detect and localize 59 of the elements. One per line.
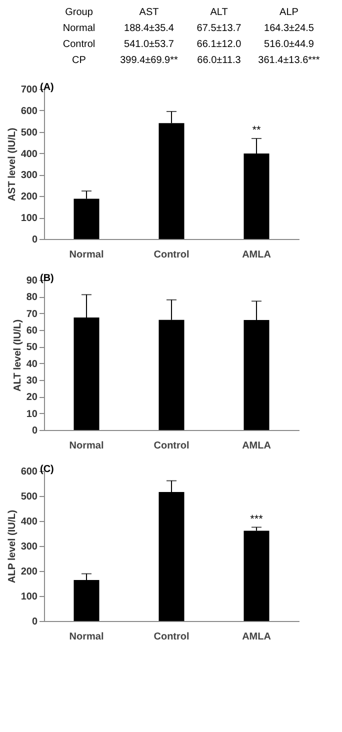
x-tick-label: Control	[154, 440, 190, 452]
y-tick-label: 10	[26, 408, 38, 420]
text: 399.4±69.9**	[120, 55, 178, 66]
x-tick-label: Normal	[69, 632, 104, 642]
y-tick-label: 60	[26, 326, 38, 336]
category-label: Group	[65, 7, 94, 18]
y-axis-title: ALP level (IU/L)	[6, 510, 18, 584]
y-tick-label: 400	[20, 148, 38, 160]
y-axis-title: AST level (IU/L)	[6, 128, 18, 202]
category-label: ALP	[280, 7, 299, 18]
y-tick-label: 50	[26, 342, 38, 354]
y-tick-label: 300	[20, 170, 38, 182]
y-tick-label: 100	[20, 592, 38, 602]
y-tick-label: 0	[32, 234, 38, 246]
y-tick-label: 20	[26, 392, 38, 404]
y-tick-label: 300	[20, 542, 38, 552]
category-label: AST	[139, 7, 159, 18]
chart-title: (C)	[40, 464, 54, 475]
text: 66.0±11.3	[197, 55, 242, 66]
text: Normal	[62, 23, 96, 34]
text: 164.3±24.5	[264, 23, 314, 34]
text: 541.0±53.7	[124, 39, 174, 50]
text: 516.0±44.9	[264, 39, 314, 50]
y-tick-label: 700	[20, 84, 38, 96]
y-tick-label: 200	[20, 566, 38, 578]
x-tick-label: Normal	[69, 250, 104, 260]
y-tick-label: 500	[20, 492, 38, 502]
text: 67.5±13.7	[196, 23, 242, 34]
y-tick-label: 0	[32, 426, 38, 436]
bar	[244, 530, 270, 621]
y-tick-label: 90	[26, 276, 38, 286]
annotation: **	[252, 124, 262, 136]
x-tick-label: AMLA	[242, 632, 271, 642]
category-label: ALT	[210, 7, 228, 18]
x-tick-label: AMLA	[242, 440, 271, 452]
chart-title: (B)	[40, 273, 54, 284]
text: 361.4±13.6***	[258, 55, 320, 66]
y-tick-label: 40	[26, 358, 38, 370]
y-tick-label: 600	[20, 466, 38, 478]
x-tick-label: Control	[154, 250, 190, 260]
x-tick-label: Control	[154, 632, 190, 642]
annotation: ***	[250, 513, 264, 526]
y-axis-title: ALT level (IU/L)	[12, 319, 24, 392]
text: 188.4±35.4	[124, 23, 174, 34]
y-tick-label: 80	[26, 292, 38, 304]
y-tick-label: 400	[20, 516, 38, 528]
y-tick-label: 30	[26, 376, 38, 386]
text: CP	[72, 55, 86, 66]
y-tick-label: 0	[32, 616, 38, 628]
y-tick-label: 100	[20, 213, 38, 224]
chart-title: (A)	[40, 82, 54, 93]
text: 66.1±12.0	[196, 39, 242, 50]
text: Control	[62, 39, 96, 50]
y-tick-label: 70	[26, 308, 38, 320]
y-tick-label: 200	[20, 192, 38, 203]
y-tick-label: 600	[20, 106, 38, 117]
y-tick-label: 500	[20, 127, 38, 138]
x-tick-label: Normal	[69, 440, 104, 452]
x-tick-label: AMLA	[242, 250, 271, 260]
